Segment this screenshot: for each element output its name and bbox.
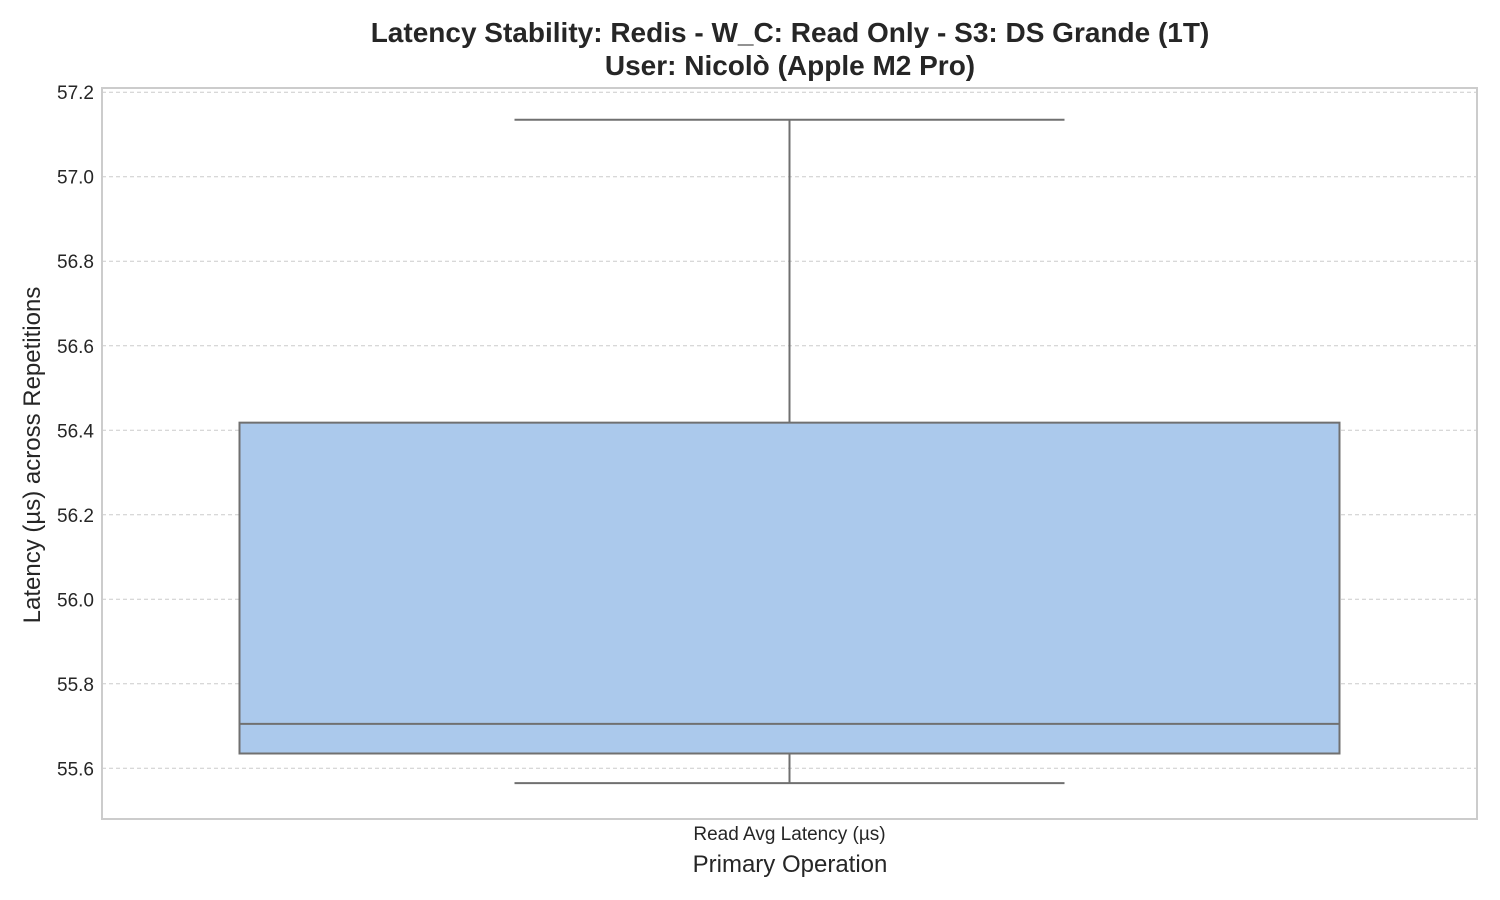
- y-tick-label: 57.0: [57, 168, 94, 189]
- chart-title-line-2: User: Nicolò (Apple M2 Pro): [605, 50, 975, 81]
- y-tick-label: 55.8: [57, 675, 94, 696]
- y-tick-label: 57.2: [57, 83, 94, 104]
- iqr-box: [238, 421, 1341, 755]
- y-tick-label: 56.0: [57, 590, 94, 611]
- y-tick-label: 56.8: [57, 252, 94, 273]
- plot-frame: [101, 87, 1478, 820]
- x-axis-label: Primary Operation: [693, 851, 888, 878]
- plot-area: 55.6 55.8 56.0 56.2 56.4 56.6 56.8 57.0 57.2 Read…: [57, 83, 1478, 845]
- y-tick-label: 56.6: [57, 337, 94, 358]
- y-axis-label: Latency (µs) across Repetitions: [19, 287, 46, 624]
- chart-title-line-1: Latency Stability: Redis - W_C: Read Onl…: [371, 17, 1210, 48]
- x-tick-label: Read Avg Latency (µs): [693, 824, 885, 845]
- y-tick-label: 56.2: [57, 506, 94, 527]
- y-tick-label: 55.6: [57, 759, 94, 780]
- y-tick-label: 56.4: [57, 421, 94, 442]
